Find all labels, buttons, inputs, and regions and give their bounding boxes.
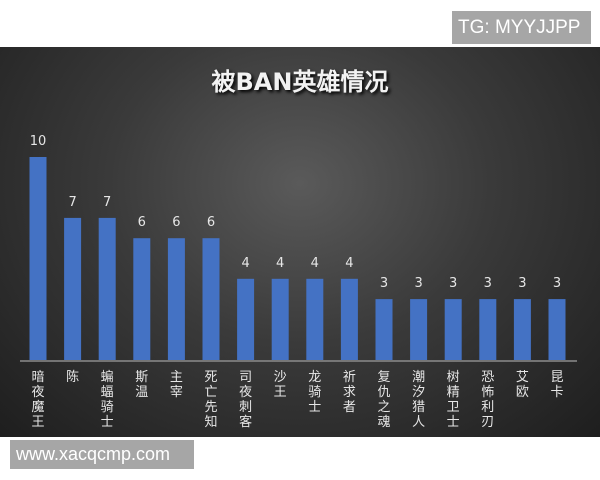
category-label: 昆卡 (550, 370, 564, 400)
data-label: 7 (68, 195, 76, 210)
data-label: 4 (311, 256, 319, 271)
category-label: 死亡先知 (204, 370, 218, 430)
category-label: 恐怖利刃 (481, 370, 495, 430)
category-label: 祈求者 (342, 370, 356, 415)
category-label: 艾欧 (515, 370, 529, 400)
category-label: 暗夜魔王 (31, 370, 45, 430)
data-label: 6 (138, 215, 146, 230)
data-label: 3 (518, 276, 526, 291)
category-label: 潮汐猎人 (412, 370, 426, 430)
data-label: 3 (553, 276, 561, 291)
data-label: 6 (172, 215, 180, 230)
data-label: 6 (207, 215, 215, 230)
data-label: 3 (414, 276, 422, 291)
bar (98, 217, 116, 360)
category-label: 沙王 (273, 370, 287, 400)
bar (375, 299, 393, 360)
category-label: 蝙蝠骑士 (100, 370, 114, 430)
category-label: 陈 (66, 370, 80, 385)
category-label: 龙骑士 (308, 370, 322, 415)
data-label: 4 (276, 256, 284, 271)
bar (306, 278, 324, 360)
category-label: 司夜刺客 (239, 370, 253, 430)
bar (29, 157, 47, 360)
data-label: 3 (449, 276, 457, 291)
watermark-bottom: www.xacqcmp.com (10, 440, 194, 469)
category-label: 树精卫士 (446, 370, 460, 430)
category-label: 斯温 (135, 370, 149, 400)
category-label: 复仇之魂 (377, 370, 391, 430)
bar (64, 217, 82, 360)
bar (271, 278, 289, 360)
bar (513, 299, 531, 360)
bar (167, 238, 185, 360)
data-label: 3 (484, 276, 492, 291)
data-label: 7 (103, 195, 111, 210)
bar (133, 238, 151, 360)
bar (237, 278, 255, 360)
bar (410, 299, 428, 360)
bar (479, 299, 497, 360)
data-label: 10 (30, 134, 47, 149)
chart-title: 被BAN英雄情况 (211, 68, 389, 96)
category-label: 主宰 (169, 370, 183, 400)
bar (202, 238, 220, 360)
bar (340, 278, 358, 360)
data-label: 4 (345, 256, 353, 271)
watermark-top: TG: MYYJJPP (452, 11, 591, 44)
data-label: 3 (380, 276, 388, 291)
bar (444, 299, 462, 360)
data-label: 4 (241, 256, 249, 271)
bar (548, 299, 566, 360)
